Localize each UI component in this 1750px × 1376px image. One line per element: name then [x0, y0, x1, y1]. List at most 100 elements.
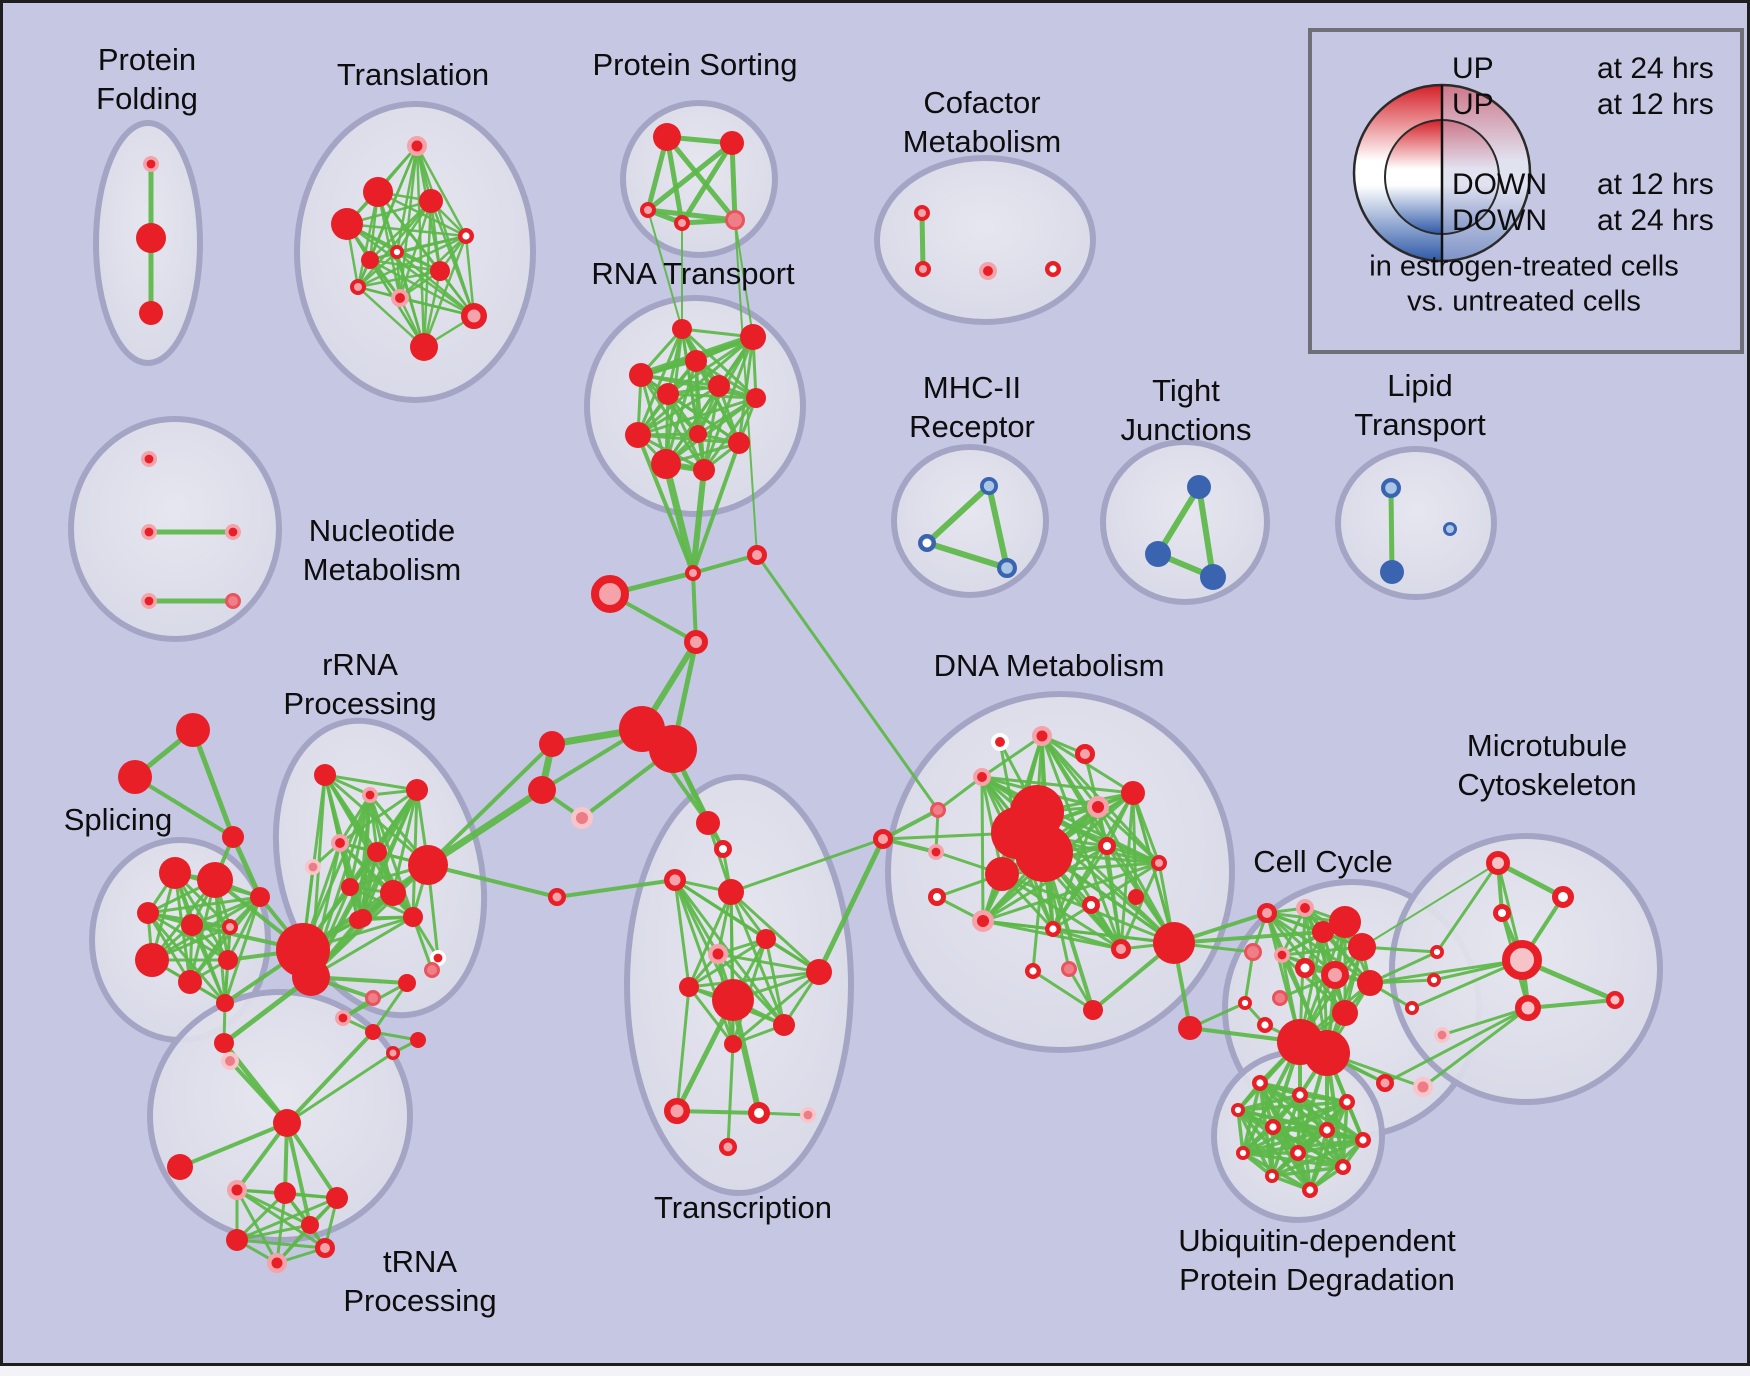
node-17 — [640, 202, 656, 218]
node-47 — [664, 869, 686, 891]
edge — [1241, 1151, 1345, 1169]
edge — [424, 786, 546, 869]
node-15 — [653, 123, 681, 151]
edge — [981, 844, 1109, 923]
cluster-tight-junctions — [1100, 439, 1270, 605]
node-161 — [548, 888, 566, 906]
node-171 — [315, 1238, 335, 1258]
edge — [1296, 1138, 1365, 1155]
node-6 — [419, 189, 443, 213]
edge — [647, 209, 683, 330]
node-98 — [1272, 990, 1288, 1006]
edge — [1031, 969, 1095, 1012]
node-72 — [1151, 855, 1167, 871]
cluster-label-trna-processing: tRNA — [383, 1244, 457, 1279]
node-83 — [1153, 922, 1195, 964]
edge — [1196, 484, 1216, 580]
cluster-mhc-ii-receptor — [891, 444, 1049, 598]
edge — [666, 392, 706, 472]
node-101 — [1304, 1030, 1350, 1076]
node-61 — [991, 733, 1010, 752]
node-108 — [1552, 886, 1575, 909]
cluster-label-nucleotide-metabolism: Nucleotide — [309, 513, 455, 548]
edge — [1495, 860, 1566, 900]
edge — [731, 970, 821, 1046]
node-96 — [1238, 995, 1253, 1010]
edge — [356, 285, 426, 349]
edge — [368, 258, 476, 318]
node-105 — [1430, 944, 1445, 959]
node-78 — [971, 909, 994, 932]
edge — [726, 1042, 735, 1149]
edge — [986, 483, 1010, 571]
edge — [687, 890, 733, 989]
edge — [636, 433, 741, 445]
node-1 — [136, 223, 166, 253]
node-183 — [1200, 564, 1226, 590]
edge — [1155, 484, 1202, 557]
node-126 — [159, 857, 191, 889]
node-9 — [430, 261, 450, 281]
edge — [1172, 930, 1325, 945]
edge — [980, 775, 985, 923]
edge — [673, 878, 786, 1027]
node-90 — [1348, 933, 1376, 961]
node-111 — [1515, 995, 1541, 1021]
edge — [645, 140, 735, 213]
node-164 — [273, 1109, 301, 1137]
edge — [301, 793, 372, 952]
node-36 — [685, 565, 701, 581]
node-127 — [197, 862, 233, 898]
edge — [1383, 1006, 1530, 1085]
legend-caption-line-1: vs. untreated cells — [1407, 286, 1641, 318]
node-148 — [341, 878, 359, 896]
node-84 — [1083, 1000, 1103, 1020]
edge — [178, 1121, 289, 1169]
node-49 — [756, 929, 776, 949]
node-56 — [664, 1098, 690, 1124]
cluster-label-nucleotide-metabolism: Metabolism — [303, 552, 462, 587]
node-113 — [1434, 1027, 1451, 1044]
node-21 — [915, 261, 931, 277]
edge — [426, 863, 559, 899]
node-180 — [996, 557, 1017, 578]
cluster-labels: Protein Folding Translation Protein Sorting… — [64, 42, 1637, 1318]
edge — [729, 140, 738, 223]
edge — [555, 878, 677, 899]
legend-row-time-0: at 24 hrs — [1597, 52, 1714, 85]
edge — [235, 1188, 312, 1227]
edge — [348, 793, 372, 889]
node-65 — [930, 802, 946, 818]
edge — [716, 952, 821, 974]
node-176 — [141, 592, 158, 609]
edge — [395, 144, 419, 254]
node-118 — [1264, 1118, 1281, 1135]
node-27 — [629, 363, 653, 387]
edge — [734, 219, 754, 338]
node-160 — [354, 909, 372, 927]
edge — [675, 985, 691, 1113]
edge — [680, 327, 758, 400]
edge — [429, 199, 476, 318]
node-77 — [1128, 889, 1144, 905]
node-3 — [407, 136, 427, 156]
node-169 — [226, 1229, 248, 1251]
edge — [1236, 1108, 1245, 1155]
cluster-label-cofactor-metabolism: Metabolism — [903, 124, 1062, 159]
node-32 — [689, 425, 707, 443]
node-58 — [799, 1107, 816, 1124]
up-down-gradient-rings-icon — [1352, 83, 1532, 263]
node-159 — [386, 1046, 400, 1060]
cluster-label-rrna-processing: Processing — [283, 686, 436, 721]
edge — [662, 460, 697, 577]
edge — [980, 734, 1044, 779]
edge — [1051, 927, 1123, 951]
edge — [919, 210, 926, 272]
cluster-label-protein-sorting: Protein Sorting — [592, 47, 797, 82]
node-184 — [1380, 478, 1401, 499]
node-28 — [708, 375, 730, 397]
legend-row-time-1: at 12 hrs — [1597, 88, 1714, 121]
node-133 — [218, 950, 238, 970]
edge — [816, 836, 886, 975]
